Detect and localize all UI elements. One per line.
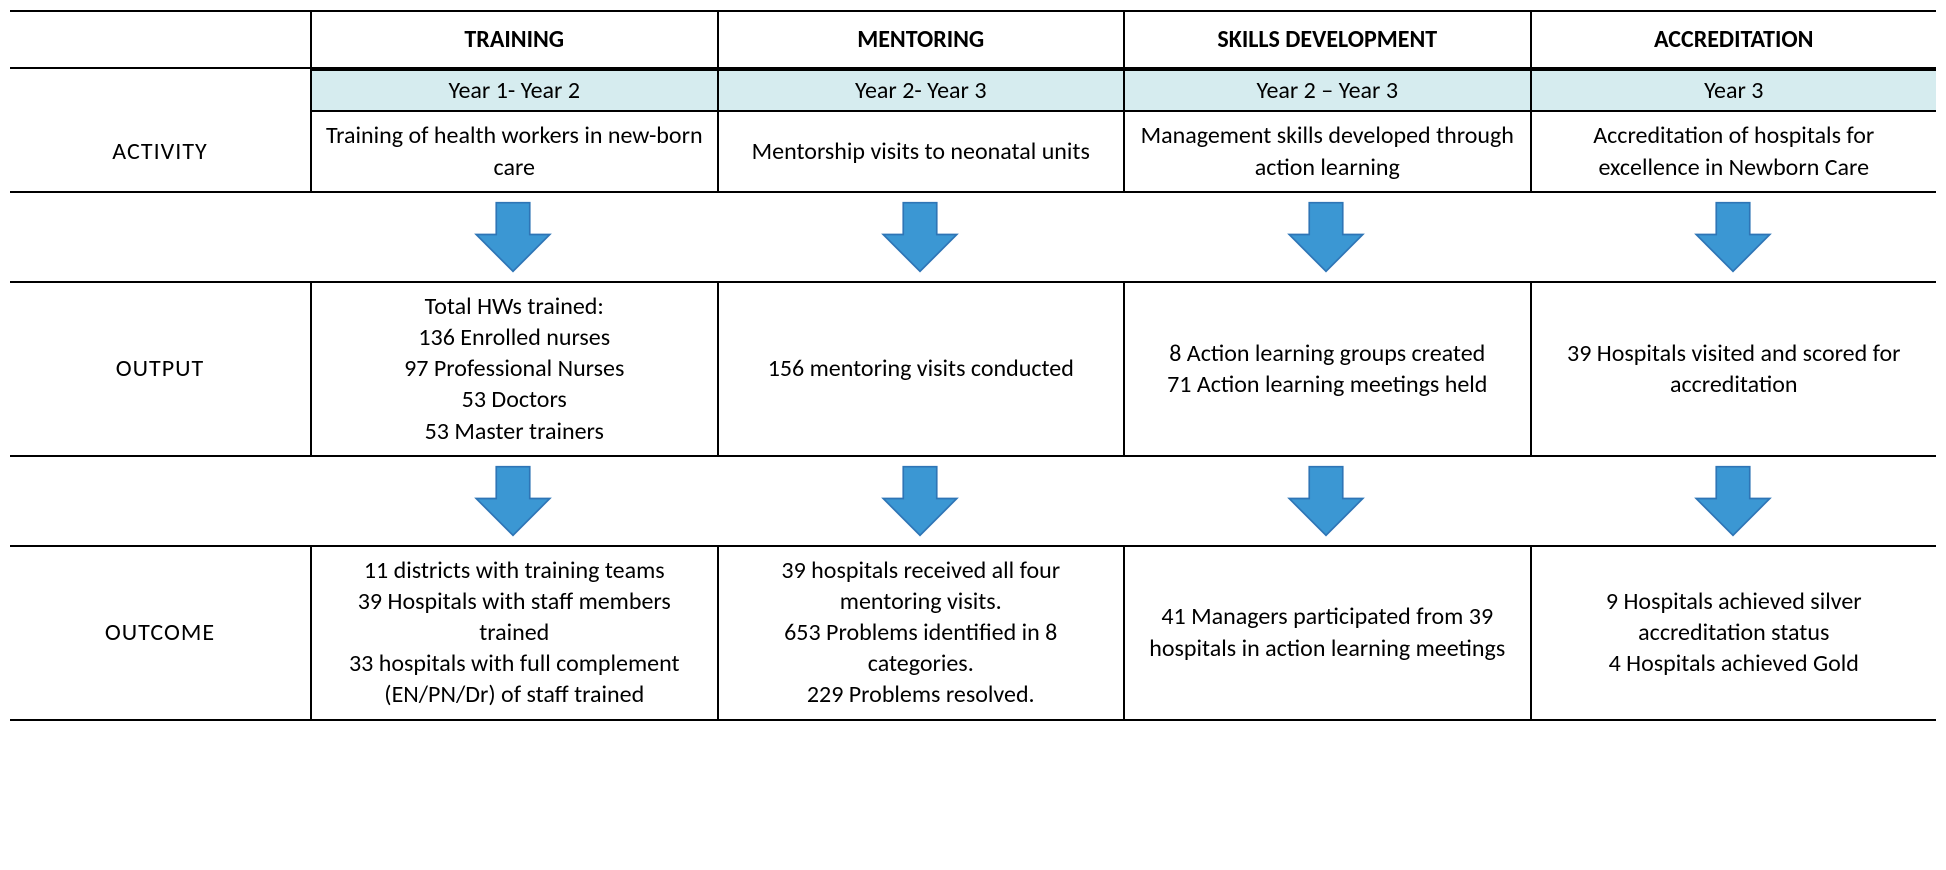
down-arrow-icon bbox=[471, 201, 555, 273]
year-training: Year 1- Year 2 bbox=[310, 69, 717, 112]
year-blank bbox=[10, 69, 310, 112]
rowlabel-output: OUTPUT bbox=[10, 283, 310, 457]
program-matrix: TRAINING MENTORING SKILLS DEVELOPMENT AC… bbox=[10, 10, 1936, 721]
arrow2-mentoring bbox=[717, 457, 1124, 547]
outcome-accreditation: 9 Hospitals achieved silver accreditatio… bbox=[1530, 547, 1937, 719]
activity-skills: Management skills developed through acti… bbox=[1123, 112, 1530, 192]
header-blank bbox=[10, 12, 310, 69]
down-arrow-icon bbox=[878, 201, 962, 273]
year-mentoring: Year 2- Year 3 bbox=[717, 69, 1124, 112]
down-arrow-icon bbox=[1284, 201, 1368, 273]
activity-accreditation: Accreditation of hospitals for excellenc… bbox=[1530, 112, 1937, 192]
arrow1-blank bbox=[10, 193, 310, 283]
header-skills: SKILLS DEVELOPMENT bbox=[1123, 12, 1530, 69]
year-accreditation: Year 3 bbox=[1530, 69, 1937, 112]
output-skills: 8 Action learning groups created 71 Acti… bbox=[1123, 283, 1530, 457]
arrow2-blank bbox=[10, 457, 310, 547]
arrow1-mentoring bbox=[717, 193, 1124, 283]
arrow1-training bbox=[310, 193, 717, 283]
arrow2-training bbox=[310, 457, 717, 547]
down-arrow-icon bbox=[471, 465, 555, 537]
down-arrow-icon bbox=[1691, 201, 1775, 273]
outcome-training: 11 districts with training teams 39 Hosp… bbox=[310, 547, 717, 719]
down-arrow-icon bbox=[1691, 465, 1775, 537]
activity-mentoring: Mentorship visits to neonatal units bbox=[717, 112, 1124, 192]
arrow1-skills bbox=[1123, 193, 1530, 283]
header-accreditation: ACCREDITATION bbox=[1530, 12, 1937, 69]
activity-training: Training of health workers in new-born c… bbox=[310, 112, 717, 192]
arrow2-skills bbox=[1123, 457, 1530, 547]
rowlabel-activity: ACTIVITY bbox=[10, 112, 310, 192]
output-training: Total HWs trained: 136 Enrolled nurses 9… bbox=[310, 283, 717, 457]
year-skills: Year 2 – Year 3 bbox=[1123, 69, 1530, 112]
header-mentoring: MENTORING bbox=[717, 12, 1124, 69]
output-mentoring: 156 mentoring visits conducted bbox=[717, 283, 1124, 457]
arrow2-accreditation bbox=[1530, 457, 1937, 547]
down-arrow-icon bbox=[1284, 465, 1368, 537]
outcome-mentoring: 39 hospitals received all four mentoring… bbox=[717, 547, 1124, 719]
down-arrow-icon bbox=[878, 465, 962, 537]
arrow1-accreditation bbox=[1530, 193, 1937, 283]
rowlabel-outcome: OUTCOME bbox=[10, 547, 310, 719]
output-accreditation: 39 Hospitals visited and scored for accr… bbox=[1530, 283, 1937, 457]
header-training: TRAINING bbox=[310, 12, 717, 69]
outcome-skills: 41 Managers participated from 39 hospita… bbox=[1123, 547, 1530, 719]
